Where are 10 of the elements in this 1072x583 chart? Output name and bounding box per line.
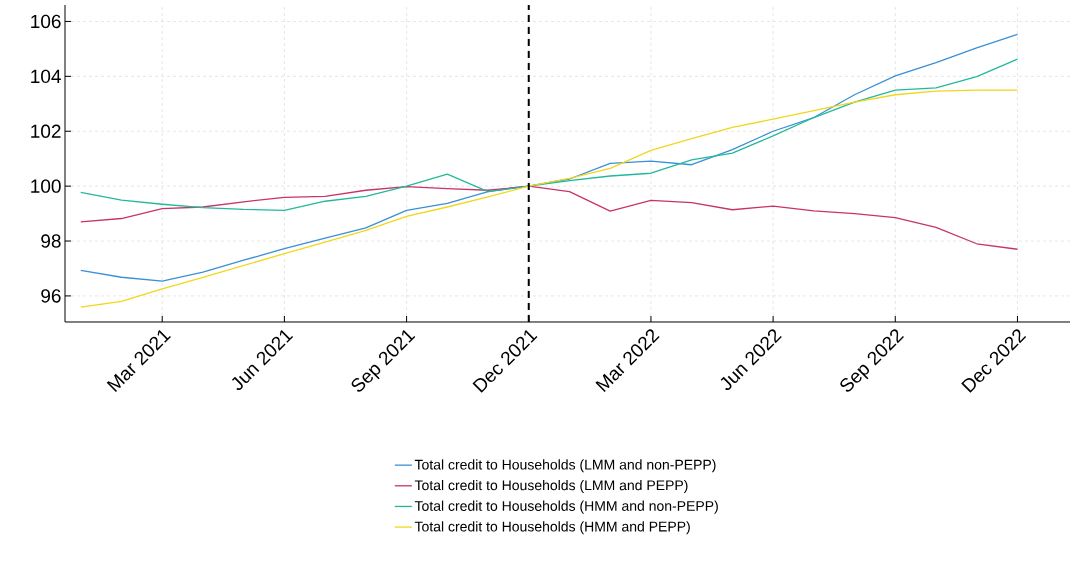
legend-label: Total credit to Households (LMM and non-PEPP) bbox=[414, 459, 716, 473]
legend-label: Total credit to Households (HMM and non-PEPP) bbox=[414, 500, 718, 514]
y-tick-label: 102 bbox=[31, 124, 61, 138]
legend-label: Total credit to Households (HMM and PEPP) bbox=[414, 521, 690, 535]
y-tick-label: 106 bbox=[31, 14, 61, 29]
y-tick-label: 96 bbox=[41, 289, 61, 303]
y-tick-label: 98 bbox=[41, 234, 61, 248]
legend-label: Total credit to Households (LMM and PEPP) bbox=[414, 479, 688, 494]
y-tick-label: 100 bbox=[31, 179, 61, 193]
y-tick-label: 104 bbox=[31, 69, 61, 84]
